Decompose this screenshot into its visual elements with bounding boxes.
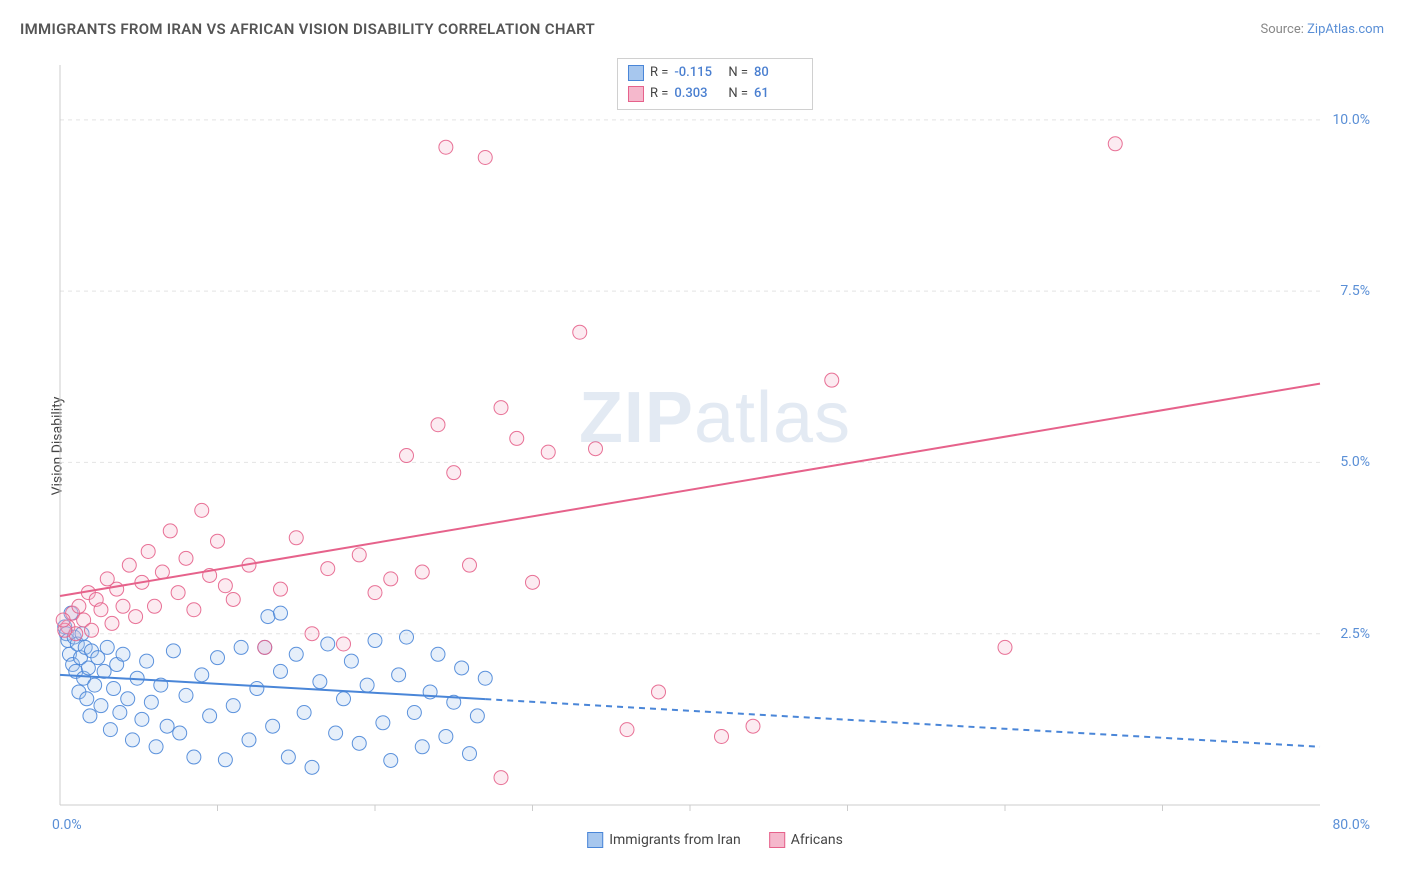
- n-label: N =: [728, 63, 748, 84]
- r-label: R =: [650, 84, 668, 105]
- legend-item: Immigrants from Iran: [587, 832, 741, 848]
- source-link[interactable]: ZipAtlas.com: [1307, 22, 1384, 37]
- n-value: 80: [754, 63, 802, 84]
- r-label: R =: [650, 63, 668, 84]
- legend-swatch: [628, 65, 644, 81]
- x-axis-min-label: 0.0%: [52, 817, 82, 833]
- y-axis-tick-label: 7.5%: [1340, 283, 1370, 299]
- y-axis-tick-label: 2.5%: [1340, 626, 1370, 642]
- legend-swatch: [587, 832, 603, 848]
- legend-row: R = 0.303 N = 61: [628, 84, 802, 105]
- chart-title: IMMIGRANTS FROM IRAN VS AFRICAN VISION D…: [20, 20, 595, 38]
- correlation-legend: R = -0.115 N = 80 R = 0.303 N = 61: [617, 58, 813, 110]
- x-axis-max-label: 80.0%: [1332, 817, 1370, 833]
- source-attribution: Source: ZipAtlas.com: [1260, 22, 1384, 37]
- legend-swatch: [769, 832, 785, 848]
- legend-label: Immigrants from Iran: [609, 832, 741, 848]
- n-value: 61: [754, 84, 802, 105]
- r-value: -0.115: [674, 63, 722, 84]
- source-prefix: Source:: [1260, 22, 1307, 37]
- chart-area: ZIPatlas R = -0.115 N = 80 R = 0.303 N =…: [50, 55, 1380, 845]
- scatter-plot: [50, 55, 1380, 845]
- y-axis-tick-label: 5.0%: [1340, 454, 1370, 470]
- series-legend: Immigrants from Iran Africans: [587, 832, 843, 848]
- legend-item: Africans: [769, 832, 843, 848]
- n-label: N =: [728, 84, 748, 105]
- legend-swatch: [628, 86, 644, 102]
- r-value: 0.303: [674, 84, 722, 105]
- y-axis-tick-label: 10.0%: [1332, 112, 1370, 128]
- legend-row: R = -0.115 N = 80: [628, 63, 802, 84]
- legend-label: Africans: [791, 832, 843, 848]
